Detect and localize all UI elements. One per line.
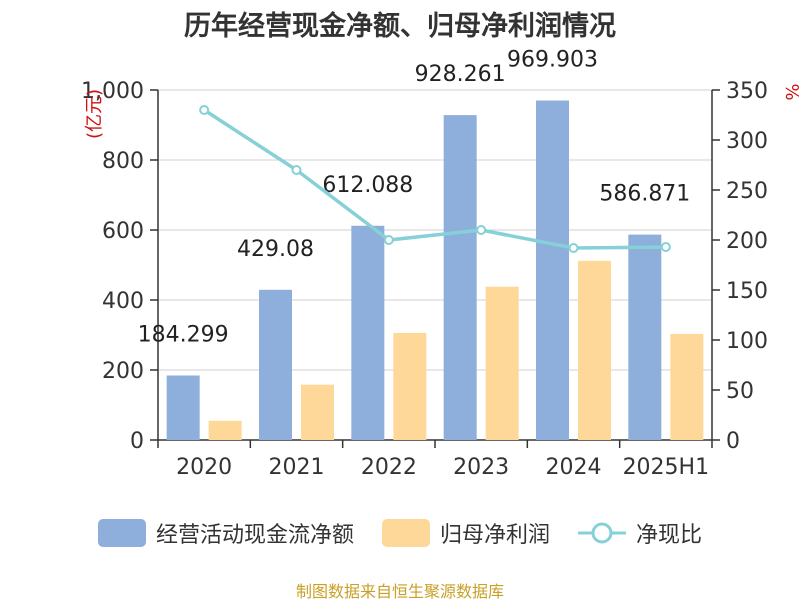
x-tick-label: 2024 <box>546 455 602 480</box>
y-left-tick-label: 800 <box>102 149 144 174</box>
y-right-tick-label: 100 <box>726 329 768 354</box>
x-tick-label: 2021 <box>269 455 325 480</box>
bar-net-profit <box>578 260 611 440</box>
point-ratio <box>291 165 302 175</box>
bar-net-profit <box>485 286 519 440</box>
legend-item-cashflow[interactable]: 经营活动现金流净额 <box>97 517 354 549</box>
y-left-unit: (亿元) <box>84 89 105 139</box>
bar-cashflow <box>443 115 477 441</box>
y-right-tick-label: 150 <box>726 279 768 304</box>
legend-item-net-profit[interactable]: 归母净利润 <box>381 517 550 549</box>
bar-cashflow <box>351 225 385 440</box>
data-label-cashflow: 586.871 <box>599 182 690 207</box>
bar-net-profit <box>301 384 334 440</box>
data-label-cashflow: 612.088 <box>322 173 413 198</box>
bar-net-profit <box>670 333 704 440</box>
legend-label-cashflow: 经营活动现金流净额 <box>155 523 354 548</box>
source-note: 制图数据来自恒生聚源数据库 <box>295 582 504 601</box>
legend-label-ratio: 净现比 <box>636 523 703 548</box>
y-left-tick-label: 200 <box>102 359 144 384</box>
bar-cashflow <box>259 289 292 440</box>
legend-item-ratio[interactable]: 净现比 <box>578 517 702 549</box>
data-label-cashflow: 928.261 <box>415 62 506 87</box>
bar-cashflow <box>166 375 200 440</box>
point-ratio <box>383 235 394 245</box>
data-label-cashflow: 184.299 <box>138 322 229 347</box>
y-right-tick-label: 350 <box>726 79 768 104</box>
legend-swatch-cashflow <box>97 519 146 547</box>
x-tick-label: 2023 <box>453 455 509 480</box>
x-tick-label: 2022 <box>361 455 417 480</box>
y-left-tick-label: 1,000 <box>81 79 144 104</box>
y-right-tick-label: 300 <box>726 129 768 154</box>
point-ratio <box>568 243 579 253</box>
bar-cashflow <box>628 234 662 440</box>
chart-title: 历年经营现金净额、归母净利润情况 <box>184 11 616 42</box>
y-left-tick-label: 400 <box>102 289 144 314</box>
x-tick-label: 2025H1 <box>623 455 710 480</box>
data-label-cashflow: 969.903 <box>507 48 598 73</box>
point-ratio <box>476 225 487 235</box>
bar-cashflow <box>536 100 569 441</box>
y-right-tick-label: 200 <box>726 229 768 254</box>
y-right-tick-label: 50 <box>726 379 754 404</box>
x-tick-label: 2020 <box>176 455 232 480</box>
legend-line-circle-icon <box>578 522 626 544</box>
data-label-cashflow: 429.08 <box>237 237 314 262</box>
bar-net-profit <box>393 332 427 440</box>
y-right-unit: % <box>781 83 800 100</box>
line-ratio <box>203 108 666 250</box>
y-right-tick-label: 0 <box>726 429 740 454</box>
bar-net-profit <box>208 420 242 440</box>
y-right-tick-label: 250 <box>726 179 768 204</box>
point-ratio <box>660 242 671 252</box>
y-left-tick-label: 0 <box>130 429 144 454</box>
legend: 经营活动现金流净额 归母净利润 净现比 <box>0 517 800 549</box>
y-left-tick-label: 600 <box>102 219 144 244</box>
legend-label-net-profit: 归母净利润 <box>439 523 550 548</box>
point-ratio <box>199 105 210 115</box>
legend-swatch-net-profit <box>381 519 430 547</box>
